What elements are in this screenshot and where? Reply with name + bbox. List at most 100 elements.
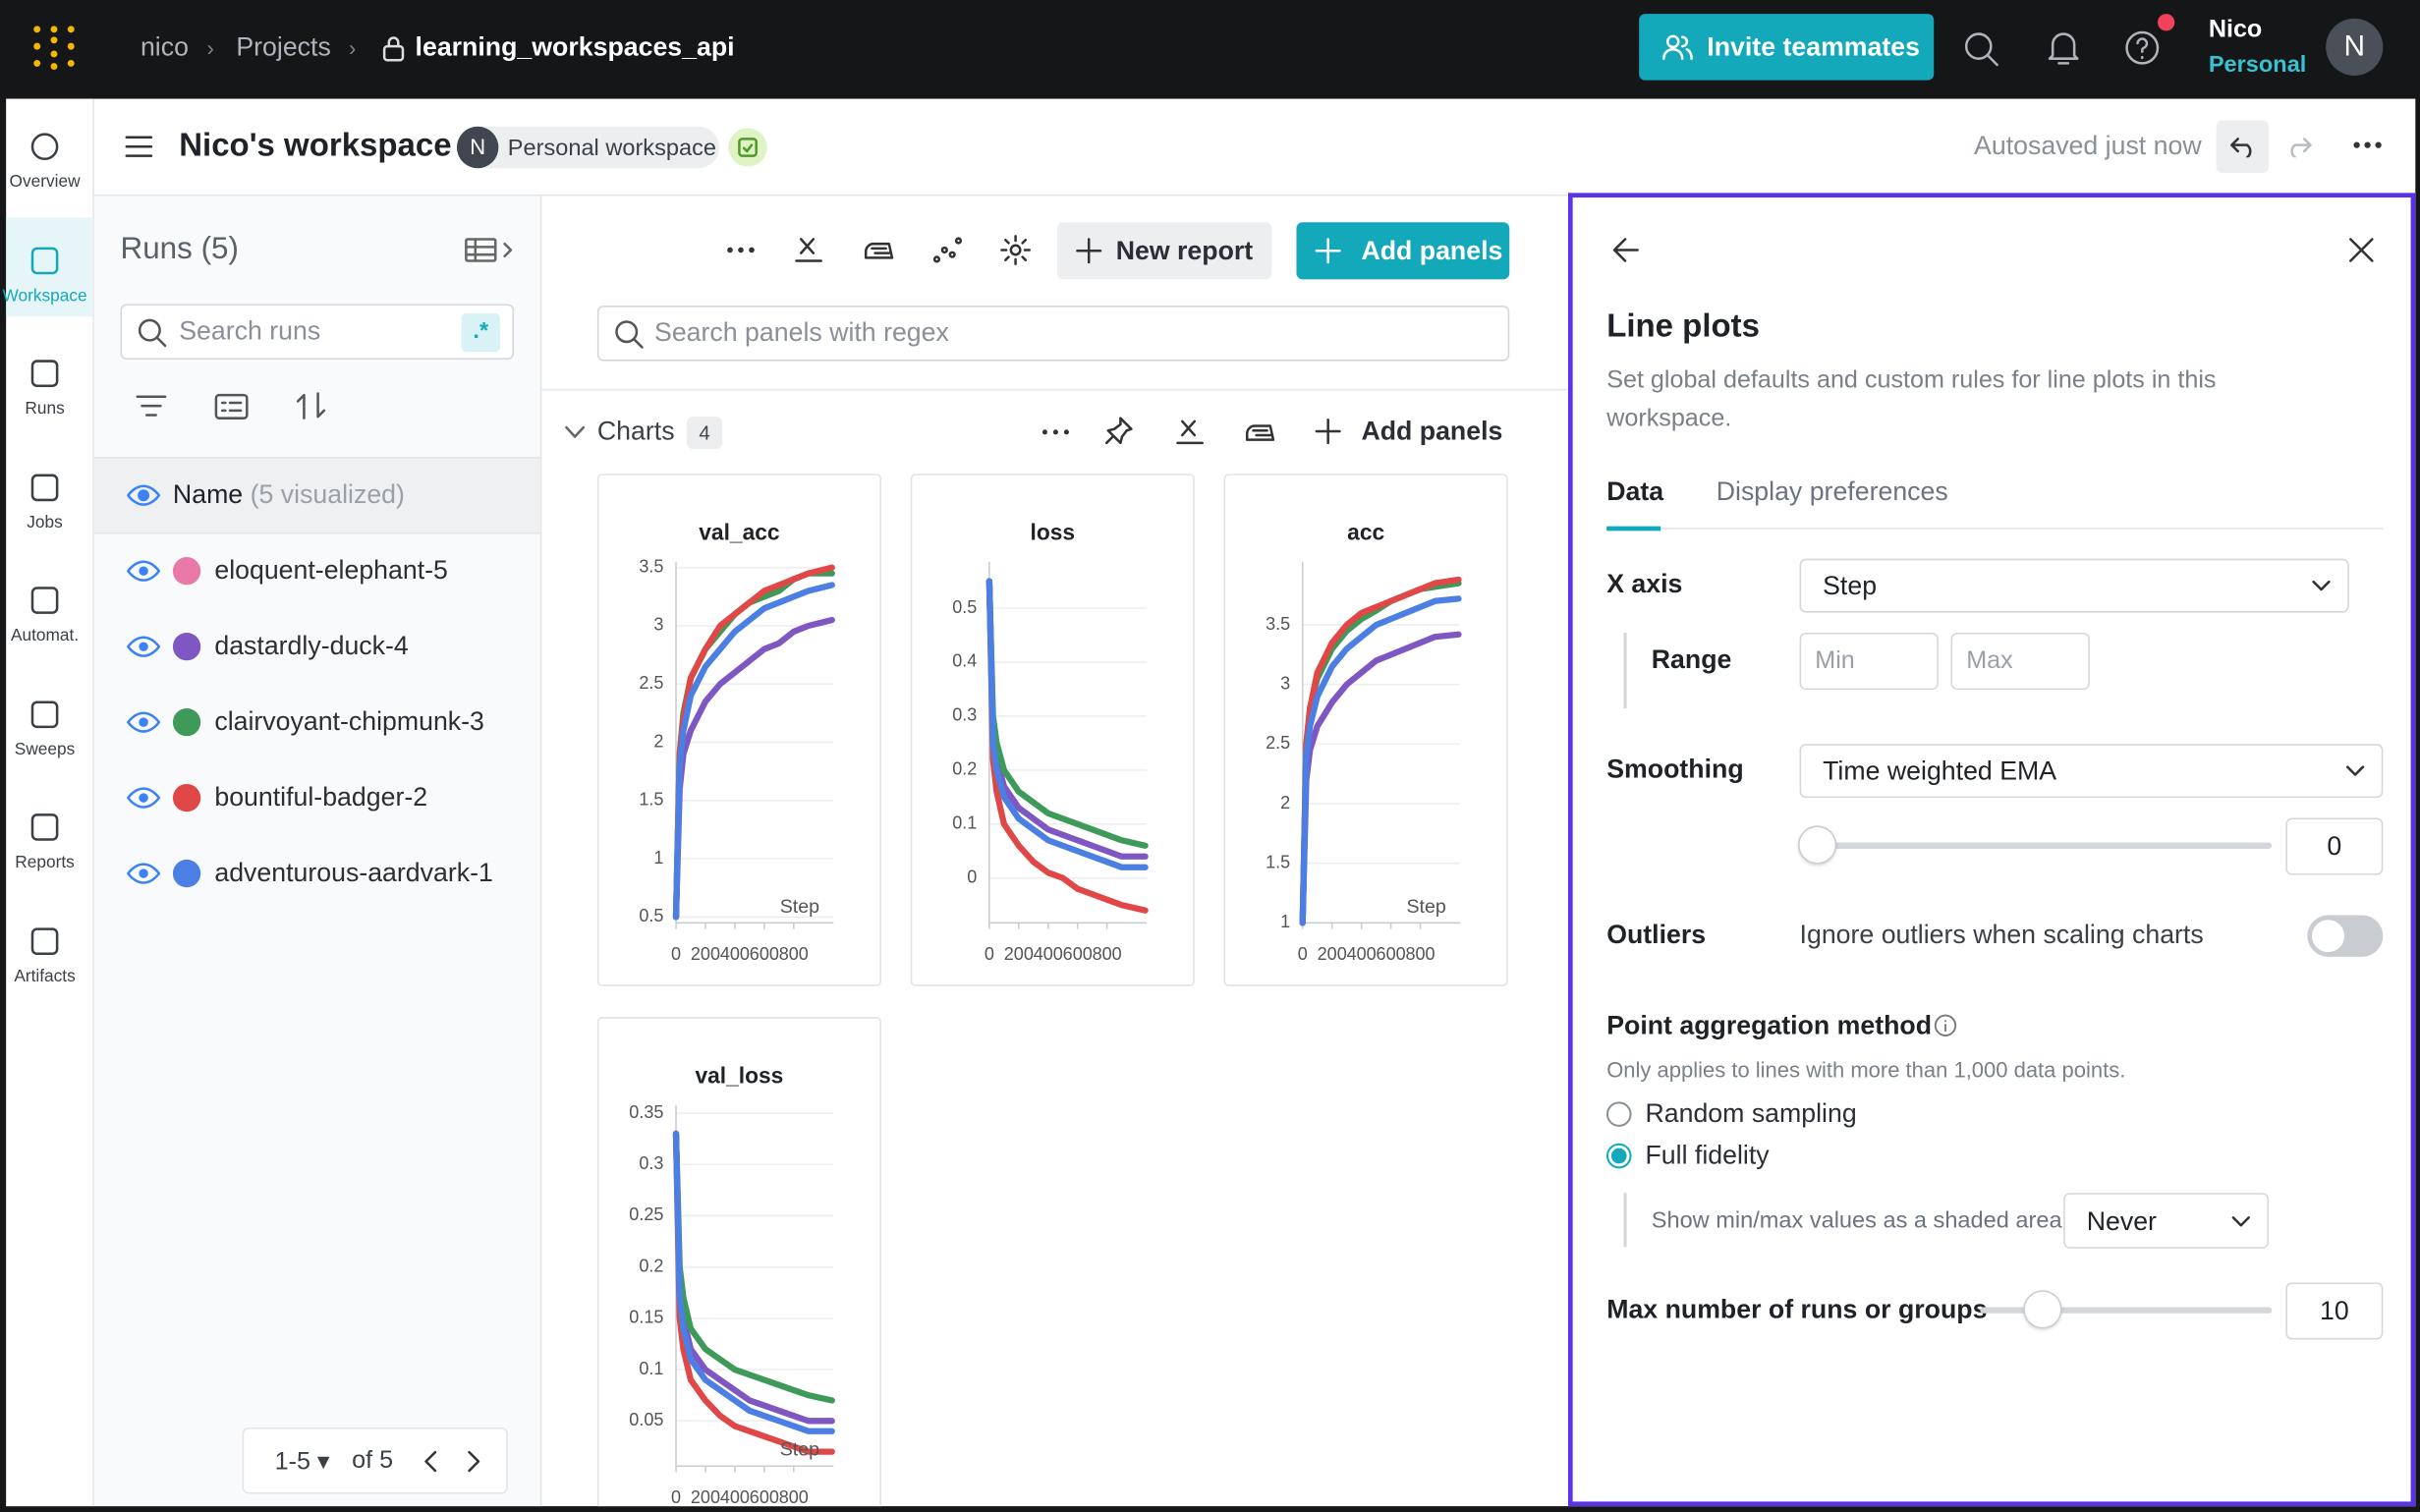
sidebar-label[interactable]: Artifacts xyxy=(14,967,76,985)
tab[interactable]: Data xyxy=(1606,476,1664,507)
autosave-status: Autosaved just now xyxy=(1974,131,2202,161)
sidebar-icon[interactable] xyxy=(29,812,60,842)
shaded-select[interactable]: Never xyxy=(2063,1193,2270,1249)
info-icon[interactable] xyxy=(1934,1014,1957,1037)
sidebar-label[interactable]: Workspace xyxy=(2,286,87,306)
panel-search[interactable]: Search panels with regex xyxy=(596,306,1510,362)
eye-icon[interactable] xyxy=(126,635,161,659)
radio-label[interactable]: Random sampling xyxy=(1645,1098,1857,1129)
eye-icon[interactable] xyxy=(126,710,161,735)
breadcrumb-item[interactable]: learning_workspaces_api xyxy=(415,31,735,62)
run-name[interactable]: bountiful-badger-2 xyxy=(214,782,428,812)
page-range[interactable]: 1-5 ▾ xyxy=(274,1448,330,1476)
user-plan[interactable]: Personal xyxy=(2208,51,2307,79)
outliers-toggle[interactable] xyxy=(2307,915,2384,957)
more-icon[interactable] xyxy=(2352,140,2383,149)
chart-card[interactable]: acc 1 1.5 2 2.5 3 3.5 0 200 400 600 800 Step xyxy=(1223,474,1508,986)
sidebar-icon[interactable] xyxy=(29,245,60,275)
prev-page[interactable] xyxy=(422,1450,438,1473)
max-runs-input[interactable]: 10 xyxy=(2285,1282,2384,1340)
next-page[interactable] xyxy=(466,1450,481,1473)
invite-button[interactable]: Invite teammates xyxy=(1639,14,1935,81)
help-icon[interactable] xyxy=(2123,29,2161,67)
breadcrumb-item[interactable]: Projects xyxy=(236,31,331,62)
sidebar-label[interactable]: Jobs xyxy=(27,513,63,532)
pin-icon[interactable] xyxy=(1105,417,1133,445)
sidebar-label[interactable]: Automat. xyxy=(10,626,80,645)
runs-search[interactable]: Search runs .* xyxy=(120,304,515,360)
bell-icon[interactable] xyxy=(2045,29,2082,70)
settings-icon[interactable] xyxy=(1000,235,1031,265)
sidebar-label[interactable]: Runs xyxy=(25,399,65,419)
x-axis-icon[interactable] xyxy=(1176,417,1204,447)
iron-icon[interactable] xyxy=(862,235,896,265)
sidebar-icon[interactable] xyxy=(29,699,60,729)
filter-icon[interactable] xyxy=(136,394,167,419)
group-icon[interactable] xyxy=(214,393,249,420)
user-name[interactable]: Nico xyxy=(2208,17,2263,43)
user-avatar[interactable]: N xyxy=(2326,18,2384,76)
name-column[interactable]: Name (5 visualized) xyxy=(173,480,405,511)
back-button[interactable] xyxy=(1612,238,1639,262)
close-button[interactable] xyxy=(2349,238,2374,262)
slider-knob[interactable] xyxy=(2023,1290,2062,1329)
breadcrumb-item[interactable]: nico xyxy=(140,31,189,62)
new-report-button[interactable]: New report xyxy=(1056,222,1272,280)
regex-toggle[interactable]: .* xyxy=(461,312,500,353)
sidebar-label[interactable]: Sweeps xyxy=(14,740,76,759)
run-name[interactable]: clairvoyant-chipmunk-3 xyxy=(214,706,484,737)
sidebar-label[interactable]: Overview xyxy=(9,172,81,192)
radio[interactable] xyxy=(1605,1142,1633,1169)
sort-icon[interactable] xyxy=(296,392,326,420)
smoothing-select[interactable]: Time weighted EMA xyxy=(1799,744,2384,799)
run-color[interactable] xyxy=(172,557,201,586)
x-axis-icon[interactable] xyxy=(795,235,822,265)
run-name[interactable]: adventurous-aardvark-1 xyxy=(214,858,493,888)
search-icon[interactable] xyxy=(1963,30,2000,68)
run-color[interactable] xyxy=(172,783,201,812)
eye-icon[interactable] xyxy=(126,559,161,584)
section-add-panels[interactable]: Add panels xyxy=(1361,417,1503,446)
workspace-badge[interactable]: N Personal workspace xyxy=(456,126,719,169)
run-name[interactable]: eloquent-elephant-5 xyxy=(214,555,448,586)
table-toggle[interactable] xyxy=(465,238,514,262)
range-max[interactable]: Max xyxy=(1950,633,2090,691)
eye-icon[interactable] xyxy=(126,786,161,811)
smoothing-input[interactable]: 0 xyxy=(2285,817,2384,875)
collapse-icon[interactable] xyxy=(565,425,586,440)
run-name[interactable]: dastardly-duck-4 xyxy=(214,631,409,661)
more-icon[interactable] xyxy=(725,246,756,254)
eye-icon[interactable] xyxy=(127,483,161,508)
menu-icon[interactable] xyxy=(125,135,153,159)
status-icon[interactable] xyxy=(728,128,767,167)
sidebar-icon[interactable] xyxy=(29,132,60,162)
x-axis-select[interactable]: Step xyxy=(1799,558,2349,613)
iron-icon[interactable] xyxy=(1242,417,1276,447)
redo-icon[interactable] xyxy=(2285,136,2312,158)
sidebar-icon[interactable] xyxy=(29,585,60,615)
settings-title: Line plots xyxy=(1606,308,1760,345)
more-icon[interactable] xyxy=(1041,427,1071,436)
eye-icon[interactable] xyxy=(126,862,161,886)
sidebar-icon[interactable] xyxy=(29,472,60,502)
undo-button[interactable] xyxy=(2216,120,2270,173)
sidebar-icon[interactable] xyxy=(29,925,60,956)
run-color[interactable] xyxy=(172,859,201,888)
tab[interactable]: Display preferences xyxy=(1716,476,1948,507)
radio-label[interactable]: Full fidelity xyxy=(1645,1140,1770,1170)
chart-card[interactable]: val_acc 0.5 1 1.5 2 2.5 3 3.5 0 200 400 600 800 Step xyxy=(596,474,881,986)
sidebar-label[interactable]: Reports xyxy=(15,853,75,872)
add-panels-button[interactable]: Add panels xyxy=(1296,222,1510,280)
logo[interactable] xyxy=(30,25,80,71)
plus-icon[interactable] xyxy=(1315,419,1341,445)
run-color[interactable] xyxy=(172,707,201,737)
run-color[interactable] xyxy=(172,633,201,661)
chart-card[interactable]: loss 0 0.1 0.2 0.3 0.4 0.5 0 200 400 600 800 xyxy=(910,474,1195,986)
slider-knob[interactable] xyxy=(1797,825,1837,865)
range-min[interactable]: Min xyxy=(1799,633,1939,691)
radio[interactable] xyxy=(1605,1100,1633,1128)
chart-card[interactable]: val_loss 0.05 0.1 0.15 0.2 0.25 0.3 0.35 0 200 400… xyxy=(596,1017,881,1507)
scatter-icon[interactable] xyxy=(932,235,963,265)
section-title[interactable]: Charts xyxy=(596,417,675,446)
sidebar-icon[interactable] xyxy=(29,358,60,388)
